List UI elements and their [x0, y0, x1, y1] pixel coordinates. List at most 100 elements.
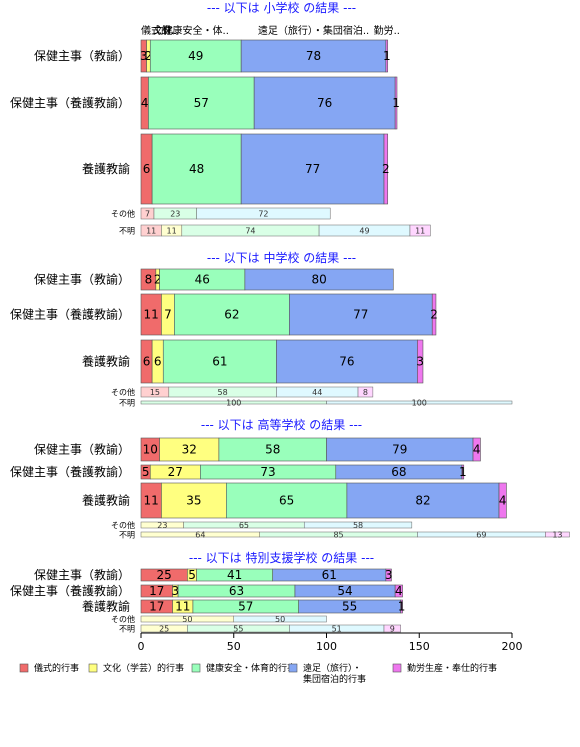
- data-label: 2: [154, 273, 162, 287]
- bar-segment: [289, 293, 433, 336]
- bar-segment: [240, 133, 385, 205]
- data-label: 1: [383, 49, 391, 63]
- data-label: 50: [275, 615, 285, 624]
- data-label: 5: [188, 568, 196, 582]
- data-label: 9: [390, 625, 395, 634]
- bar-segment: [498, 482, 507, 519]
- bar-segment: [253, 76, 396, 130]
- data-label: 8: [145, 273, 153, 287]
- data-label: 4: [499, 494, 507, 508]
- data-label: 23: [170, 210, 180, 219]
- category-label: その他: [111, 520, 135, 530]
- data-label: 58: [218, 388, 228, 397]
- bar-segment: [394, 76, 398, 130]
- data-label: 55: [233, 625, 243, 634]
- data-label: 100: [226, 399, 241, 408]
- bar-segment: [196, 207, 331, 220]
- bar-segment: [394, 584, 403, 598]
- data-label: 68: [391, 465, 406, 479]
- data-label: 1: [398, 600, 406, 614]
- data-label: 58: [353, 521, 363, 530]
- legend-swatch: [88, 663, 98, 673]
- category-label: 保健主事（養護教諭）: [10, 583, 130, 598]
- data-label: 25: [159, 625, 169, 634]
- x-tick-label: 100: [316, 640, 337, 653]
- data-label: 41: [227, 568, 242, 582]
- data-label: 55: [342, 600, 357, 614]
- bar-segment: [385, 39, 389, 73]
- data-label: 3: [171, 584, 179, 598]
- bar-segment: [431, 293, 437, 336]
- data-label: 2: [430, 308, 438, 322]
- bar-segment: [461, 464, 465, 480]
- legend-label: 遠足（旅行）・: [303, 662, 362, 674]
- bar-segment: [303, 521, 413, 529]
- data-label: 73: [260, 465, 275, 479]
- data-label: 4: [395, 584, 403, 598]
- data-label: 3: [385, 568, 393, 582]
- top-series-label: 健康安全・体..: [163, 24, 229, 37]
- data-label: 3: [140, 49, 148, 63]
- top-series-label: 文化..: [153, 24, 179, 37]
- top-series-label: 遠足（旅行）・集団宿泊..: [258, 24, 369, 37]
- data-label: 77: [305, 162, 320, 176]
- data-label: 57: [194, 96, 209, 110]
- data-label: 44: [312, 388, 322, 397]
- panel-title: --- 以下は 特別支援学校 の結果 ---: [189, 550, 374, 565]
- data-label: 17: [149, 584, 164, 598]
- data-label: 2: [382, 162, 390, 176]
- category-label: その他: [111, 614, 135, 624]
- category-label: 不明: [119, 399, 135, 408]
- data-label: 100: [412, 399, 427, 408]
- data-label: 4: [141, 96, 149, 110]
- data-label: 23: [157, 521, 167, 530]
- data-label: 32: [182, 443, 197, 457]
- panel-title: --- 以下は 中学校 の結果 ---: [207, 250, 356, 265]
- data-label: 65: [279, 494, 294, 508]
- category-label: 養護教諭: [82, 493, 130, 508]
- data-label: 2: [145, 49, 153, 63]
- data-label: 80: [311, 273, 326, 287]
- category-label: 保健主事（養護教諭）: [10, 307, 130, 322]
- x-tick-label: 50: [227, 640, 241, 653]
- category-label: 不明: [119, 625, 135, 634]
- data-label: 79: [392, 443, 407, 457]
- category-label: 保健主事（教諭）: [34, 48, 130, 63]
- category-label: 保健主事（教諭）: [34, 567, 130, 582]
- category-label: 養護教諭: [82, 354, 130, 369]
- bar-segment: [417, 339, 424, 384]
- bar-segment: [244, 268, 394, 291]
- data-label: 74: [245, 227, 255, 236]
- data-label: 35: [186, 494, 201, 508]
- top-series-label: 儀式的..: [141, 24, 177, 37]
- data-label: 76: [317, 96, 332, 110]
- legend-swatch: [392, 663, 402, 673]
- data-label: 11: [167, 227, 177, 236]
- legend-label: 勤労生産・奉仕的行事: [407, 662, 497, 674]
- data-label: 1: [459, 465, 467, 479]
- data-label: 13: [552, 531, 562, 540]
- category-label: 養護教諭: [82, 599, 130, 614]
- x-tick-label: 0: [138, 640, 145, 653]
- data-label: 11: [175, 600, 190, 614]
- data-label: 62: [224, 308, 239, 322]
- data-label: 85: [333, 531, 343, 540]
- data-label: 61: [322, 568, 337, 582]
- bar-segment: [385, 568, 392, 582]
- data-label: 5: [142, 465, 150, 479]
- data-label: 51: [332, 625, 342, 634]
- category-label: 保健主事（教諭）: [34, 442, 130, 457]
- data-label: 27: [168, 465, 183, 479]
- data-label: 76: [339, 355, 354, 369]
- category-label: 不明: [119, 227, 135, 236]
- data-label: 63: [229, 584, 244, 598]
- category-label: 不明: [119, 531, 135, 540]
- data-label: 72: [258, 210, 268, 219]
- data-label: 6: [143, 162, 151, 176]
- data-label: 49: [188, 49, 203, 63]
- data-label: 10: [143, 443, 158, 457]
- data-label: 65: [239, 521, 249, 530]
- bar-segment: [151, 133, 242, 205]
- bar-segment: [240, 39, 387, 73]
